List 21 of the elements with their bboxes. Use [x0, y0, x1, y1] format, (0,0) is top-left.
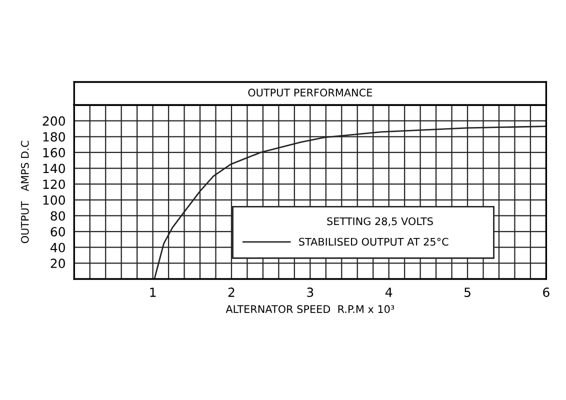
- y-axis-title: OUTPUT AMPS D.C: [20, 140, 29, 244]
- y-tick-label: 40: [50, 242, 65, 252]
- x-tick-label: 4: [385, 288, 392, 297]
- y-tick-label: 80: [50, 211, 65, 221]
- x-tick-label: 1: [150, 288, 156, 297]
- legend-label: STABILISED OUTPUT AT 25°C: [299, 238, 448, 246]
- x-tick-label: 5: [464, 288, 470, 298]
- y-tick-label: 100: [43, 195, 65, 205]
- y-tick-label: 180: [43, 132, 65, 142]
- y-tick-label: 200: [42, 116, 65, 126]
- y-tick-label: 20: [50, 258, 65, 268]
- y-tick-label: 140: [43, 164, 65, 174]
- chart-title: OUTPUT PERFORMANCE: [248, 88, 372, 97]
- y-tick-label: 60: [50, 227, 65, 236]
- x-tick-label: 6: [543, 288, 550, 298]
- x-tick-label: 3: [307, 288, 314, 298]
- x-axis-title: ALTERNATOR SPEED R.P.M x 10³: [226, 305, 394, 314]
- x-tick-label: 2: [228, 288, 234, 297]
- legend-title: SETTING 28,5 VOLTS: [327, 217, 433, 226]
- y-tick-label: 160: [43, 148, 65, 158]
- y-tick-label: 120: [43, 180, 65, 190]
